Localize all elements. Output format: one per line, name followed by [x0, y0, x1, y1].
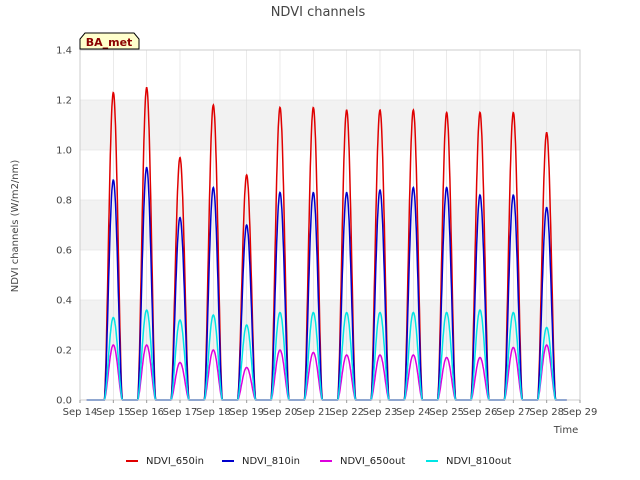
- ba-met-label: BA_met: [86, 36, 133, 49]
- legend-label: NDVI_810in: [242, 456, 300, 467]
- x-tick-label: Sep 26: [463, 407, 498, 418]
- x-tick-label: Sep 14: [63, 407, 98, 418]
- x-tick-label: Sep 20: [263, 407, 298, 418]
- x-tick-label: Sep 15: [96, 407, 131, 418]
- background-band: [80, 300, 580, 350]
- background-band: [80, 50, 580, 100]
- x-tick-label: Sep 16: [129, 407, 164, 418]
- x-tick-label: Sep 18: [196, 407, 231, 418]
- legend: NDVI_650in NDVI_810in NDVI_650out NDVI_810o…: [126, 456, 511, 467]
- legend-label: NDVI_810out: [446, 456, 511, 467]
- y-tick-label: 1.0: [56, 146, 72, 157]
- plot-frame: [79, 49, 581, 401]
- y-tick-label: 1.2: [56, 96, 72, 107]
- x-tick-label: Sep 25: [429, 407, 464, 418]
- x-tick-label: Sep 23: [363, 407, 398, 418]
- y-tick-label: 0.6: [56, 246, 72, 257]
- y-tick-label: 0.4: [56, 296, 72, 307]
- x-tick-label: Sep 17: [163, 407, 198, 418]
- legend-label: NDVI_650in: [146, 456, 204, 467]
- background-band: [80, 100, 580, 150]
- x-tick-label: Sep 28: [529, 407, 564, 418]
- y-tick-label: 0.0: [56, 396, 72, 407]
- y-tick-label: 0.2: [56, 346, 72, 357]
- chart-title: NDVI channels: [271, 5, 366, 20]
- x-tick-label: Sep 24: [396, 407, 431, 418]
- y-tick-label: 0.8: [56, 196, 72, 207]
- x-tick-label: Sep 21: [296, 407, 331, 418]
- x-tick-label: Sep 29: [563, 407, 598, 418]
- x-axis-title: Time: [553, 425, 578, 436]
- ba-met-badge: BA_met: [79, 32, 140, 50]
- y-axis-title: NDVI channels (W/m2/nm): [10, 160, 21, 293]
- legend-label: NDVI_650out: [340, 456, 405, 467]
- y-tick-labels: 0.0 0.2 0.4 0.6 0.8 1.0 1.2 1.4: [56, 46, 72, 407]
- background-band: [80, 350, 580, 400]
- x-tick-label: Sep 27: [496, 407, 531, 418]
- y-tick-label: 1.4: [56, 46, 72, 57]
- background-bands: [80, 50, 580, 400]
- x-tick-label: Sep 22: [329, 407, 364, 418]
- background-band: [80, 250, 580, 300]
- x-tick-label: Sep 19: [229, 407, 264, 418]
- background-band: [80, 150, 580, 200]
- background-band: [80, 200, 580, 250]
